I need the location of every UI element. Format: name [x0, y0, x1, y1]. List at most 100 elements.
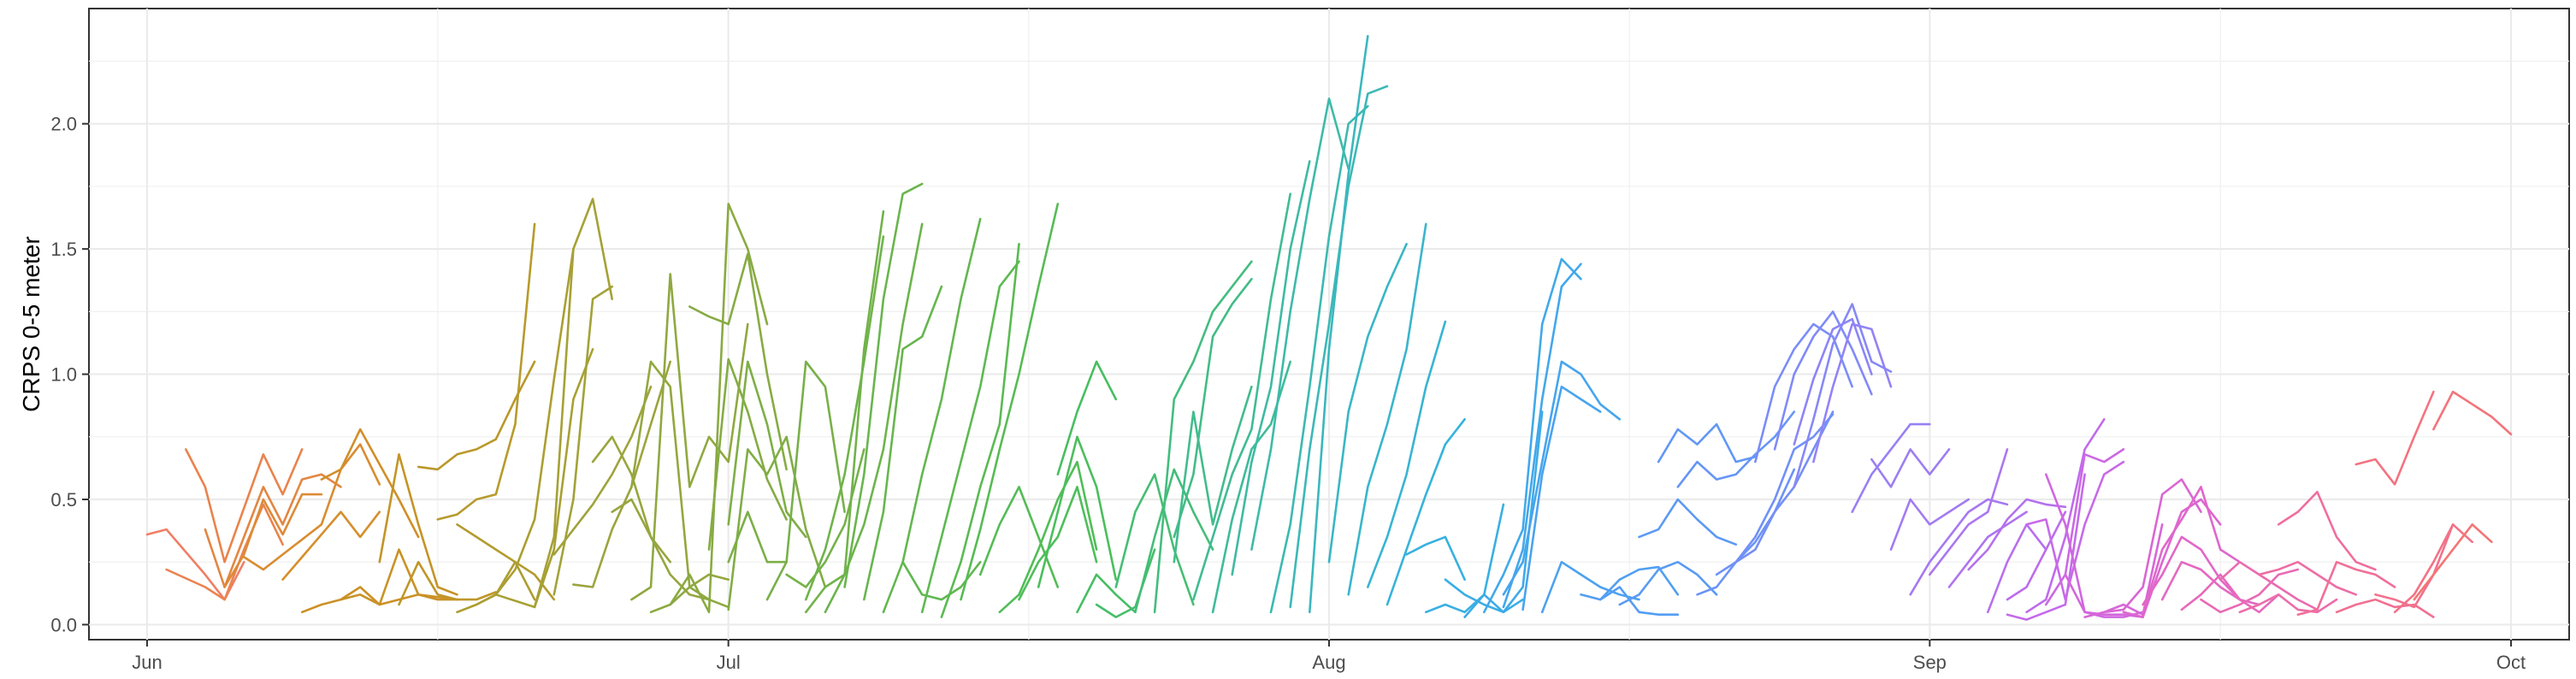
series-line-84	[1696, 468, 1796, 596]
y-tick-label: 0.5	[50, 489, 77, 511]
y-tick-label: 2.0	[50, 114, 77, 135]
series-line-6	[242, 443, 381, 571]
series-line-28	[669, 203, 769, 614]
x-tick-label: Aug	[1312, 652, 1345, 673]
series-line-25	[630, 360, 730, 588]
x-tick-label: Jul	[717, 652, 741, 673]
series-line-14	[436, 222, 536, 521]
series-line-66	[1347, 222, 1427, 596]
series-line-29	[688, 252, 788, 471]
series-line-55	[1153, 260, 1253, 614]
series-line-92	[1851, 422, 1931, 513]
series-line-54	[1134, 468, 1214, 614]
series-line-81	[1638, 498, 1738, 546]
series-line-67	[1367, 320, 1447, 588]
series-line-44	[940, 242, 1020, 618]
series-line-7	[281, 511, 381, 582]
series-line-91	[1812, 322, 1893, 463]
series-line-12	[398, 560, 498, 606]
series-line-32	[727, 360, 807, 539]
series-line-82	[1657, 422, 1757, 463]
series-line-51	[1076, 573, 1137, 614]
y-tick-label: 0.0	[50, 614, 77, 635]
x-axis: Jun Jul Aug Sep Oct	[132, 640, 2526, 673]
series-line-87	[1754, 322, 1853, 463]
series-line-38	[824, 222, 924, 614]
series-line-62	[1269, 104, 1369, 614]
series-line-24	[611, 498, 711, 601]
series-line-94	[1889, 498, 1970, 551]
series-line-120	[2335, 598, 2435, 618]
series-line-124	[2432, 390, 2513, 436]
x-tick-label: Oct	[2496, 652, 2526, 673]
series-line-17	[475, 247, 575, 606]
y-tick-label: 1.0	[50, 364, 77, 386]
series-line-97	[1947, 511, 2028, 588]
series-line-58	[1192, 192, 1291, 601]
series-line-40	[862, 285, 943, 601]
series-line-10	[340, 548, 458, 606]
series-line-1	[145, 528, 245, 601]
series-line-19	[533, 198, 614, 609]
series-line-68	[1385, 417, 1466, 606]
series-line-18	[494, 347, 594, 609]
series-line-22	[572, 360, 672, 588]
series-line-114	[2200, 568, 2300, 614]
series-line-123	[2354, 390, 2435, 486]
y-axis-title: CRPS 0-5 meter	[18, 236, 44, 411]
series-line-79	[1598, 586, 1680, 617]
series-line-34	[765, 360, 846, 601]
series-line-102	[2006, 473, 2086, 621]
series-line-111	[2142, 535, 2242, 606]
series-line-118	[2277, 490, 2377, 571]
series-layer	[145, 34, 2513, 621]
series-line-100	[2006, 511, 2067, 601]
series-line-5	[223, 493, 323, 588]
series-line-106	[2064, 573, 2144, 618]
series-line-15	[456, 523, 556, 601]
series-line-103	[2025, 460, 2125, 601]
series-line-75	[1502, 360, 1622, 596]
series-line-47	[998, 460, 1098, 614]
series-line-113	[2180, 573, 2280, 614]
series-line-116	[2238, 593, 2338, 614]
series-line-115	[2219, 560, 2319, 611]
series-line-69	[1405, 535, 1466, 582]
series-line-76	[1521, 385, 1602, 611]
series-line-125	[2413, 523, 2493, 601]
series-line-27	[649, 586, 730, 614]
series-line-122	[2393, 523, 2473, 614]
series-line-71	[1444, 578, 1524, 614]
series-line-101	[2025, 417, 2106, 614]
series-line-13	[417, 360, 536, 471]
series-line-23	[591, 435, 672, 564]
series-line-48	[1018, 486, 1098, 601]
series-line-80	[1618, 560, 1718, 606]
series-line-98	[1967, 498, 2067, 571]
series-line-31	[727, 435, 827, 611]
series-line-43	[920, 260, 1020, 614]
series-line-2	[165, 503, 284, 601]
series-line-88	[1773, 310, 1873, 451]
series-line-65	[1327, 242, 1408, 564]
series-line-39	[843, 182, 924, 588]
series-line-107	[2083, 523, 2164, 618]
series-line-41	[882, 217, 982, 614]
series-line-74	[1502, 263, 1582, 609]
series-line-86	[1734, 410, 1835, 564]
series-line-121	[2374, 523, 2455, 609]
series-line-93	[1870, 448, 1951, 488]
series-line-108	[2103, 478, 2202, 614]
series-line-83	[1676, 410, 1796, 488]
series-line-57	[1173, 385, 1253, 564]
series-line-70	[1425, 503, 1505, 614]
series-line-117	[2258, 560, 2358, 596]
series-line-78	[1580, 565, 1680, 601]
series-line-20	[552, 285, 614, 596]
series-line-37	[804, 235, 885, 601]
grid-minor	[89, 9, 2569, 640]
series-line-119	[2296, 560, 2396, 617]
series-line-104	[2045, 448, 2125, 606]
series-line-90	[1793, 317, 1873, 446]
